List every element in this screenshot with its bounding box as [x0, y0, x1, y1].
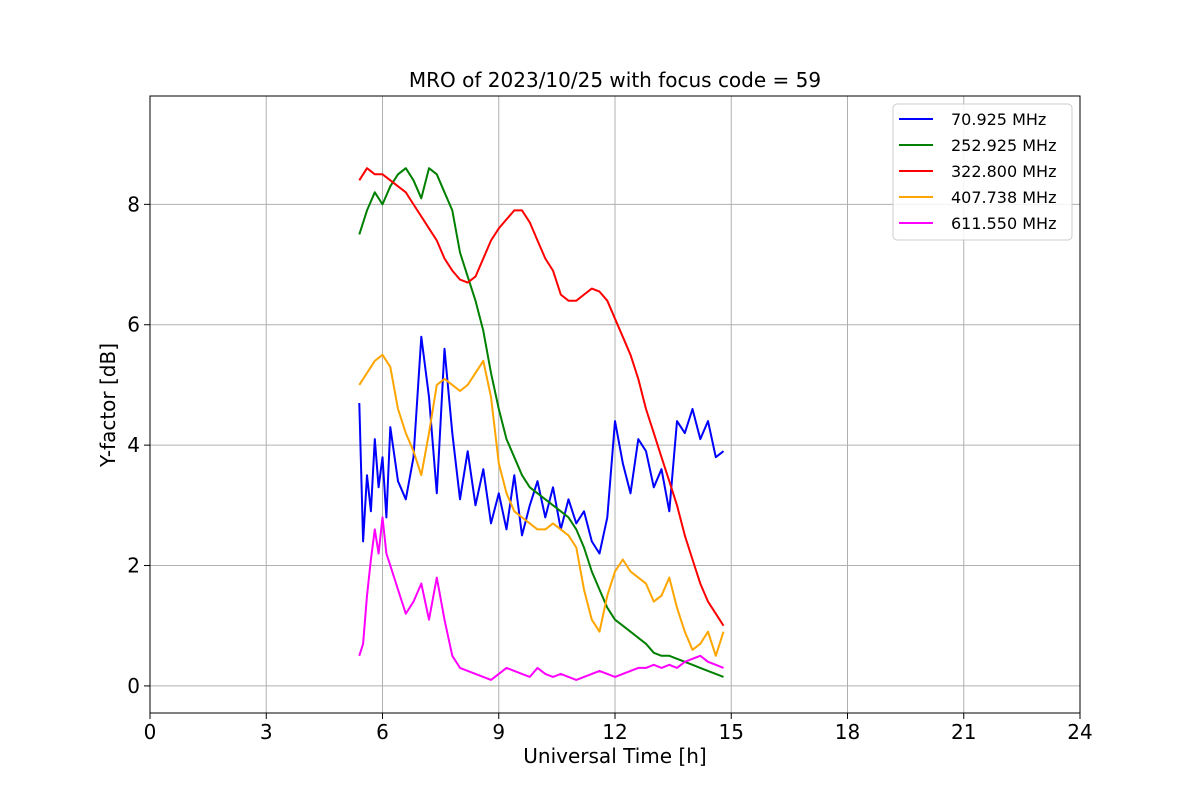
x-tick-label: 18: [835, 720, 860, 744]
x-axis-label: Universal Time [h]: [523, 744, 706, 768]
legend-box: [892, 103, 1073, 241]
legend: 70.925 MHz 252.925 MHz 322.800 MHz 407.738 …: [892, 103, 1073, 241]
series-line-1: [358, 167, 724, 678]
x-tick-label: 3: [260, 720, 273, 744]
series-line-2: [358, 167, 725, 627]
plot-area: [358, 167, 725, 681]
y-tick-label: 2: [127, 554, 140, 578]
grid-lines: [150, 96, 1080, 713]
chart-title: MRO of 2023/10/25 with focus code = 59: [409, 68, 821, 92]
x-tick-label: 24: [1067, 720, 1092, 744]
x-tick-label: 12: [602, 720, 627, 744]
series-line-3: [358, 353, 725, 657]
x-tick-label: 15: [719, 720, 744, 744]
y-tick-label: 4: [127, 433, 140, 457]
x-tick-label: 0: [144, 720, 157, 744]
y-axis-label: Y-factor [dB]: [96, 343, 120, 468]
x-tick-label: 9: [492, 720, 505, 744]
legend-label-3: 407.738 MHz: [951, 188, 1056, 207]
y-tick-label: 6: [127, 313, 140, 337]
series-line-4: [358, 516, 724, 681]
legend-label-2: 322.800 MHz: [951, 162, 1056, 181]
x-tick-label: 6: [376, 720, 389, 744]
x-tick-label: 21: [951, 720, 976, 744]
y-tick-label: 8: [127, 192, 140, 216]
legend-label-4: 611.550 MHz: [951, 214, 1056, 233]
y-tick-label: 0: [127, 674, 140, 698]
legend-label-0: 70.925 MHz: [951, 110, 1046, 129]
legend-label-1: 252.925 MHz: [951, 136, 1056, 155]
